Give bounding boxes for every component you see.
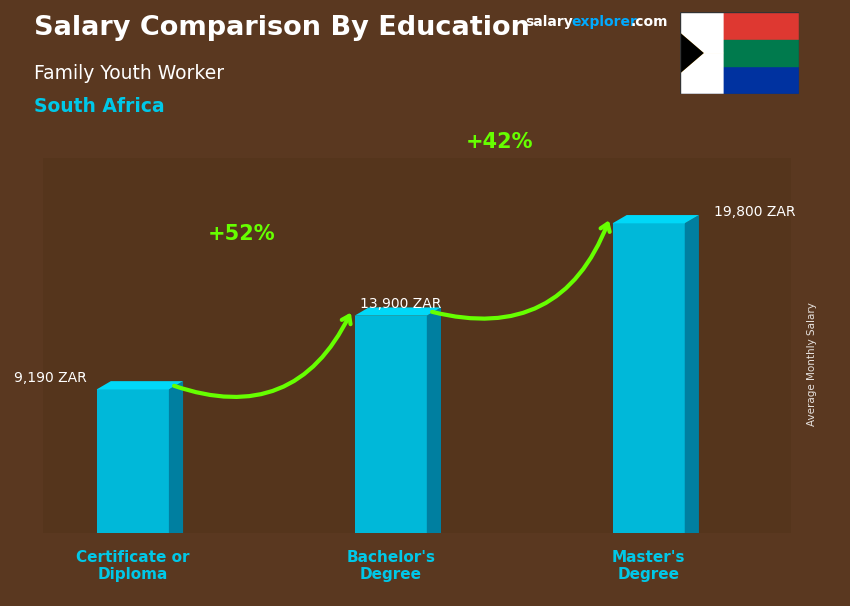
Text: +52%: +52%	[207, 224, 275, 244]
Polygon shape	[354, 307, 441, 316]
Text: 13,900 ZAR: 13,900 ZAR	[360, 297, 442, 311]
Polygon shape	[680, 33, 704, 73]
Text: 19,800 ZAR: 19,800 ZAR	[714, 205, 796, 219]
Bar	[354, 316, 427, 533]
Polygon shape	[680, 12, 723, 94]
Text: Average Monthly Salary: Average Monthly Salary	[807, 302, 817, 425]
Text: .com: .com	[631, 15, 668, 29]
Bar	[613, 223, 685, 533]
Text: Family Youth Worker: Family Youth Worker	[34, 64, 224, 82]
Text: explorer: explorer	[571, 15, 638, 29]
Polygon shape	[97, 381, 183, 390]
Bar	[680, 40, 799, 66]
Text: +42%: +42%	[465, 132, 533, 152]
Text: 9,190 ZAR: 9,190 ZAR	[14, 371, 87, 385]
Polygon shape	[427, 307, 441, 533]
Text: salary: salary	[525, 15, 573, 29]
Polygon shape	[169, 381, 183, 533]
Bar	[97, 390, 169, 533]
Polygon shape	[680, 12, 723, 53]
Polygon shape	[680, 53, 723, 94]
Text: South Africa: South Africa	[34, 97, 165, 116]
Polygon shape	[613, 215, 699, 223]
Text: Salary Comparison By Education: Salary Comparison By Education	[34, 15, 530, 41]
Bar	[680, 53, 799, 94]
Bar	[680, 12, 799, 53]
Polygon shape	[685, 215, 699, 533]
